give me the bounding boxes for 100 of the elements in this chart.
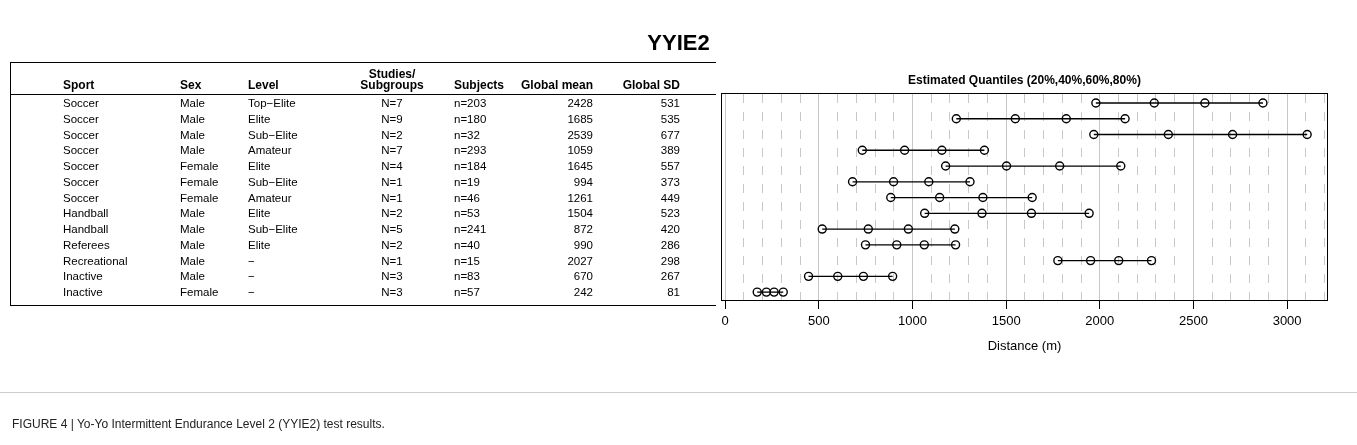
text: 1504 [567, 207, 593, 220]
x-tick-label: 3000 [1272, 312, 1302, 328]
x-tick-label: 0 [721, 312, 729, 328]
point [1061, 114, 1071, 124]
text: n=203 [454, 97, 487, 109]
text: Handball [63, 223, 109, 235]
text: Referees [63, 238, 110, 251]
text: Female [180, 191, 219, 204]
text: Top−Elite [248, 97, 296, 109]
text: Inactive [63, 270, 103, 283]
text: 373 [660, 175, 680, 188]
x-tick-label: 2000 [1085, 312, 1115, 328]
text: Soccer [63, 191, 99, 204]
point [1055, 161, 1065, 171]
text: Male [180, 223, 205, 235]
category-label: Level [248, 78, 279, 92]
text: − [248, 270, 255, 283]
text: n=184 [454, 160, 487, 172]
point [1258, 98, 1268, 108]
point [1001, 161, 1012, 171]
text: Soccer [63, 128, 99, 141]
point [950, 224, 960, 234]
point [979, 145, 990, 155]
text: Sub−Elite [248, 223, 298, 235]
text: N=3 [380, 270, 404, 283]
point [888, 177, 899, 187]
point [950, 240, 961, 250]
point [1146, 255, 1157, 266]
point [778, 287, 788, 297]
text: 242 [573, 286, 593, 298]
text: Elite [248, 238, 271, 251]
text: 531 [660, 97, 680, 109]
point [847, 177, 858, 187]
text: 994 [573, 175, 593, 188]
text: Soccer [63, 112, 99, 125]
chart-title: Estimated Quantiles (20%,40%,60%,80%) [908, 73, 1141, 88]
text: n=57 [454, 286, 480, 298]
x-tick-label: 500 [807, 312, 830, 328]
category-label: Sex [180, 78, 202, 92]
point [1084, 208, 1094, 219]
text: 81 [667, 286, 680, 298]
point [1200, 98, 1210, 108]
text: N=1 [380, 254, 404, 267]
x-tick-label: 1000 [898, 312, 927, 328]
text: 1685 [567, 112, 593, 125]
point [1089, 129, 1099, 140]
text: 286 [660, 238, 680, 251]
point [1302, 129, 1312, 140]
text: N=3 [380, 286, 404, 298]
text: 670 [573, 270, 593, 283]
text: 557 [660, 160, 680, 172]
text: N=7 [380, 144, 404, 157]
text: 298 [660, 254, 680, 267]
point [919, 208, 930, 219]
text: 990 [573, 238, 593, 251]
point [887, 271, 898, 282]
text: n=180 [454, 112, 487, 125]
point [951, 114, 962, 124]
category-label: Subjects [454, 78, 505, 92]
text: 1059 [567, 144, 593, 157]
point [860, 240, 871, 250]
text: n=40 [454, 238, 480, 251]
text: N=2 [380, 238, 404, 251]
category-label: Global SD [622, 78, 680, 92]
point [934, 192, 945, 203]
text: 389 [660, 144, 680, 157]
text: 449 [660, 191, 680, 204]
point [1091, 98, 1101, 108]
point [803, 271, 814, 282]
point [863, 224, 873, 234]
text: Female [180, 286, 219, 298]
text: Handball [63, 207, 109, 220]
text: N=1 [380, 175, 404, 188]
text: Male [180, 144, 205, 157]
point [899, 145, 910, 155]
text: 2539 [567, 128, 593, 141]
text: Female [180, 160, 219, 172]
point [1026, 208, 1037, 219]
point [1163, 129, 1174, 140]
point [1053, 255, 1063, 266]
text: 872 [573, 223, 593, 235]
point [858, 271, 869, 282]
text: n=19 [454, 175, 480, 188]
x-tick-label: 2500 [1178, 312, 1208, 328]
point [977, 208, 987, 219]
text: Male [180, 128, 205, 141]
point [857, 145, 867, 155]
point [924, 177, 934, 187]
text: n=83 [454, 270, 480, 283]
point [752, 287, 762, 297]
category-label: Studies/ Subgroups [359, 67, 425, 92]
text: N=7 [380, 97, 404, 109]
point [1114, 255, 1124, 266]
text: Elite [248, 160, 271, 172]
point [903, 224, 914, 234]
point [1120, 114, 1130, 124]
text: 535 [660, 112, 680, 125]
text: Male [180, 97, 205, 109]
text: Elite [248, 207, 271, 220]
point [1227, 129, 1238, 140]
